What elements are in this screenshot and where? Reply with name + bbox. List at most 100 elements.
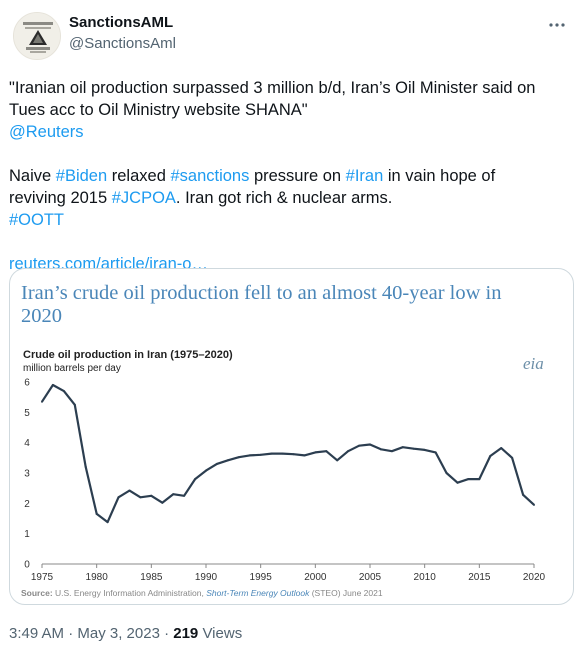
eia-logo-icon: eia (523, 354, 544, 373)
data-point (336, 459, 339, 462)
data-point (172, 493, 175, 496)
data-point (84, 465, 87, 468)
y-tick-label: 4 (24, 438, 30, 449)
y-tick-label: 5 (24, 408, 30, 419)
data-point (128, 489, 131, 492)
hashtag-jcpoa[interactable]: #JCPOA (111, 189, 176, 207)
source-tail: (STEO) June 2021 (309, 588, 383, 598)
data-point (281, 452, 284, 455)
data-point (51, 384, 54, 387)
x-tick-label: 1990 (195, 572, 218, 583)
hashtag-biden[interactable]: #Biden (55, 167, 108, 185)
data-point (533, 503, 535, 506)
x-tick-label: 2010 (414, 572, 437, 583)
data-point (379, 448, 382, 451)
data-point (390, 450, 393, 453)
x-tick-label: 1980 (86, 572, 109, 583)
text-segment: pressure on (249, 167, 346, 185)
data-point (500, 447, 503, 450)
data-point (445, 472, 448, 474)
data-point (369, 443, 371, 446)
data-point (139, 496, 142, 499)
tweet-quote-line-2: Tues acc to Oil Ministry website SHANA" (9, 101, 308, 119)
data-point (456, 481, 459, 484)
text-segment: Naive (9, 167, 56, 185)
avatar[interactable] (13, 12, 61, 60)
text-segment: relaxed (107, 167, 171, 185)
data-point (194, 478, 197, 481)
data-point (226, 459, 229, 462)
mention-reuters[interactable]: @Reuters (9, 123, 84, 141)
chart-title: Crude oil production in Iran (1975–2020) (23, 349, 233, 361)
more-options-button[interactable] (540, 12, 574, 38)
data-point (292, 453, 295, 456)
more-dots-icon (549, 23, 565, 27)
hashtag-sanctions[interactable]: #sanctions (170, 167, 250, 185)
y-tick-label: 3 (24, 469, 30, 480)
data-point (325, 450, 328, 453)
hashtag-iran[interactable]: #Iran (345, 167, 384, 185)
avatar-logo-icon (14, 13, 60, 59)
source-label: Source: (21, 588, 53, 598)
data-point (401, 446, 404, 449)
tweet-meta: 3:49 AM · May 3, 2023 · 219 Views (9, 624, 242, 644)
data-point (237, 456, 240, 459)
data-point (478, 478, 481, 481)
text-segment: reviving 2015 (9, 189, 112, 207)
data-point (423, 448, 426, 451)
data-point (106, 521, 109, 524)
chart-source: Source: U.S. Energy Information Administ… (21, 588, 383, 598)
views-label: Views (198, 625, 243, 642)
source-text: U.S. Energy Information Administration, (53, 588, 207, 598)
author-name[interactable]: SanctionsAML (69, 14, 174, 31)
timestamp[interactable]: 3:49 AM · May 3, 2023 · (9, 625, 174, 642)
y-tick-label: 6 (24, 378, 30, 389)
data-point (95, 512, 98, 515)
data-point (522, 493, 525, 496)
series-line-crude-production (41, 383, 535, 524)
data-point (150, 494, 153, 497)
views-count: 219 (173, 625, 199, 642)
chart-headline-line-1: Iran’s crude oil production fell to an a… (21, 282, 501, 304)
data-point (62, 390, 65, 393)
x-tick-label: 1975 (31, 572, 54, 583)
author-handle[interactable]: @SanctionsAml (69, 35, 176, 52)
data-point (270, 452, 273, 455)
tweet-text: "Iranian oil production surpassed 3 mill… (9, 77, 575, 275)
data-point (489, 455, 492, 458)
chart-headline-line-2: 2020 (21, 305, 62, 327)
x-tick-label: 2005 (359, 572, 382, 583)
data-point (248, 454, 251, 457)
y-tick-label: 1 (24, 529, 30, 540)
data-point (215, 462, 218, 465)
text-segment: in vain hope of (383, 167, 496, 185)
data-point (205, 469, 207, 472)
chart-y-axis-label: million barrels per day (23, 363, 121, 374)
hashtag-oott[interactable]: #OOTT (9, 211, 65, 229)
data-point (412, 447, 415, 450)
x-tick-label: 1985 (140, 572, 163, 583)
media-image[interactable]: Iran’s crude oil production fell to an a… (9, 268, 574, 605)
data-point (41, 400, 43, 403)
data-point (259, 453, 262, 456)
data-point (347, 450, 350, 453)
text-segment: . Iran got rich & nuclear arms. (175, 189, 393, 207)
y-tick-label: 0 (24, 560, 30, 571)
data-point (358, 444, 361, 447)
data-point (161, 501, 164, 504)
data-point (73, 403, 76, 406)
tweet-quote-line-1: "Iranian oil production surpassed 3 mill… (9, 79, 536, 97)
source-link[interactable]: Short-Term Energy Outlook (206, 588, 310, 598)
y-tick-label: 2 (24, 499, 30, 510)
data-point (314, 451, 317, 454)
x-tick-label: 2015 (468, 572, 491, 583)
x-tick-label: 1995 (250, 572, 273, 583)
data-point (511, 456, 514, 459)
x-tick-label: 2020 (523, 572, 546, 583)
data-point (467, 478, 470, 481)
chart: Iran’s crude oil production fell to an a… (21, 282, 546, 598)
data-point (434, 451, 437, 454)
data-point (117, 496, 120, 499)
data-point (183, 494, 186, 497)
